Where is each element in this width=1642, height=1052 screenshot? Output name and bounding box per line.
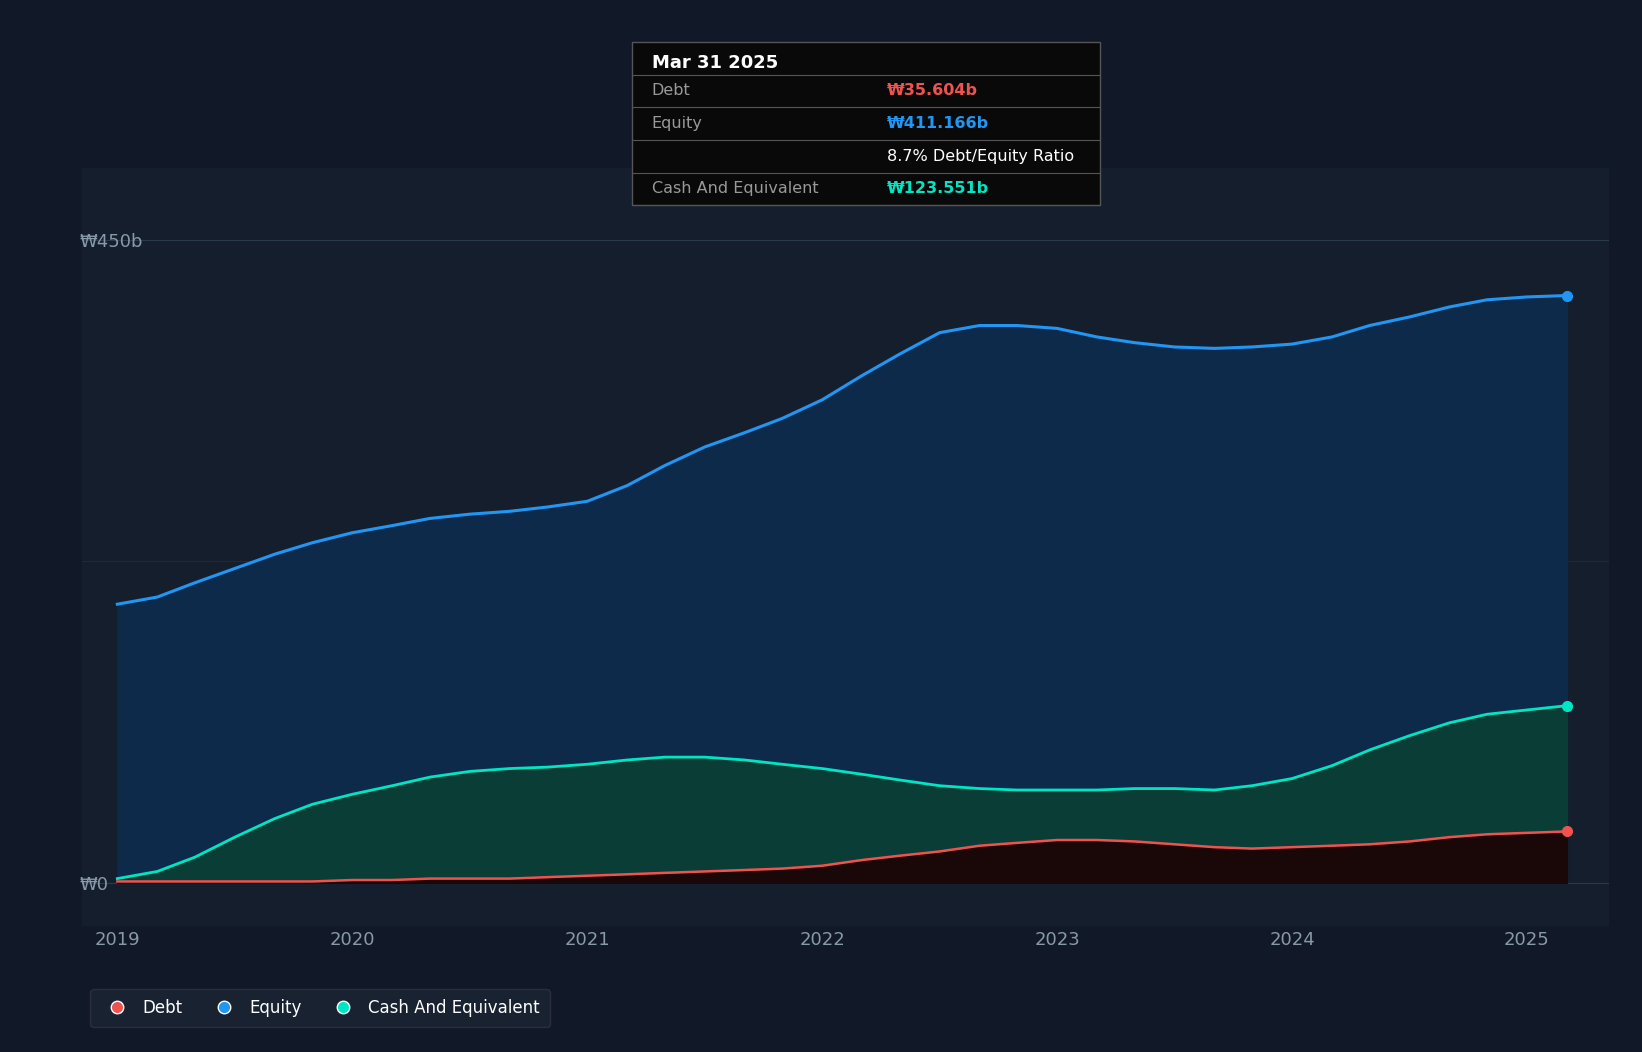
- Text: Mar 31 2025: Mar 31 2025: [652, 55, 778, 73]
- Legend: Debt, Equity, Cash And Equivalent: Debt, Equity, Cash And Equivalent: [90, 989, 550, 1027]
- Text: ₩411.166b: ₩411.166b: [887, 116, 988, 132]
- Text: Debt: Debt: [652, 83, 691, 99]
- Text: Equity: Equity: [652, 116, 703, 132]
- Text: ₩35.604b: ₩35.604b: [887, 83, 977, 99]
- Text: 8.7% Debt/Equity Ratio: 8.7% Debt/Equity Ratio: [887, 148, 1074, 164]
- Text: Cash And Equivalent: Cash And Equivalent: [652, 181, 818, 197]
- Text: ₩123.551b: ₩123.551b: [887, 181, 988, 197]
